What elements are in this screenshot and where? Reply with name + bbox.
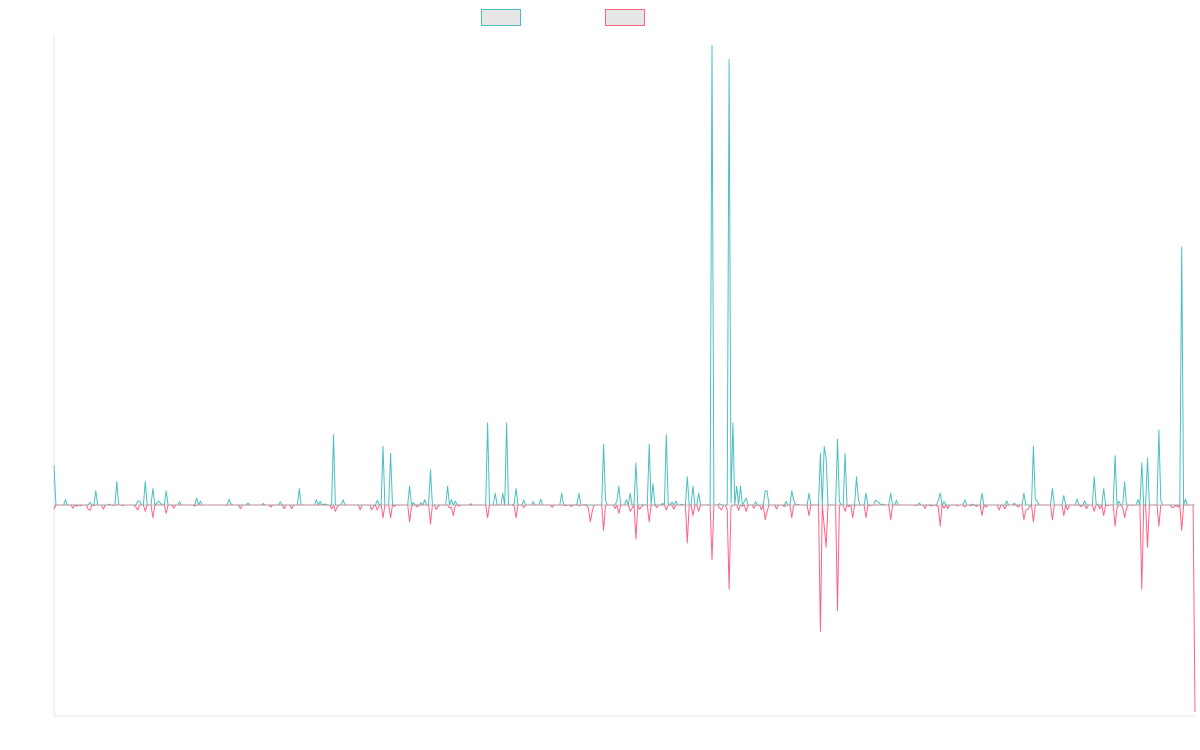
series-line-1 [53, 44, 1195, 506]
legend [481, 9, 645, 26]
legend-swatch-1 [481, 9, 521, 26]
series-line-2 [53, 504, 1196, 712]
legend-swatch-2 [605, 9, 645, 26]
